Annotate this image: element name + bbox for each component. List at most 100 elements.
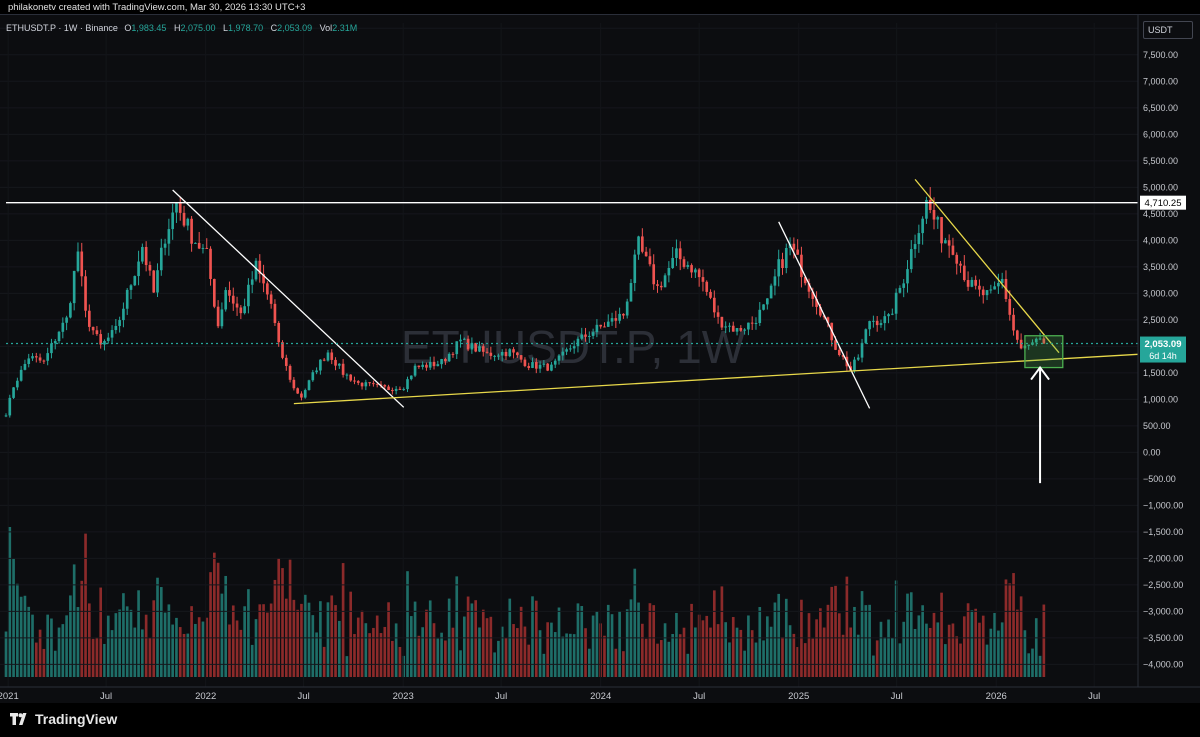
candle-body [576,338,580,347]
volume-bar [531,596,534,677]
candle-body [478,346,481,352]
candle-body [777,259,781,277]
candle-body [197,242,201,249]
volume-bar [224,575,228,677]
volume-bar [368,633,371,677]
volume-bar [53,650,57,677]
volume-bar [644,638,648,677]
currency-selector[interactable]: USDT [1143,21,1193,39]
white-trendline [172,189,405,408]
candle-body [106,337,110,341]
yellow-trendline [914,178,1060,354]
volume-bar [807,613,811,677]
candle-body [837,349,841,355]
candle-body [133,276,137,286]
candle-body [747,322,750,330]
candle-body [300,393,303,398]
volume-bar [538,630,542,677]
volume-bar [747,615,750,677]
volume-bar [947,624,951,677]
volume-bar [167,604,171,677]
candle-body [451,353,455,355]
candle-body [432,361,436,367]
candle-body [595,324,599,333]
candle-body [557,355,561,361]
candle-body [659,285,663,288]
volume-bar [917,615,921,677]
price-tick-label: 4,000.00 [1143,235,1178,245]
volume-bar [811,638,815,677]
candlestick-chart[interactable]: ETHUSDT.P, 1W 8,000.007,500.007,000.006,… [0,15,1200,704]
candle-body [610,318,614,322]
volume-bar [709,627,712,677]
candle-body [110,330,114,338]
price-tick-label: 2,500.00 [1143,315,1178,325]
candle-body [493,355,496,357]
volume-bar [777,593,781,677]
candle-body [1027,344,1031,346]
volume-bar [364,623,368,677]
arrow-head [1030,365,1050,381]
candle-body [819,306,822,316]
candle-body [970,279,974,287]
volume-bar [425,609,428,677]
candle-body [769,285,773,299]
candle-body [175,203,178,213]
volume-bar [250,644,254,677]
candle-body [16,380,19,388]
volume-bar [159,587,163,677]
volume-bar [1042,604,1046,677]
candle-body [735,328,739,332]
candle-body [800,254,803,278]
candle-body [413,365,417,376]
candle-body [322,359,326,361]
volume-bar [1012,573,1015,677]
volume-bar [300,603,303,677]
candle-body [686,265,690,267]
candle-body [459,339,462,342]
tradingview-logo[interactable]: TradingView [10,711,117,727]
volume-bar [57,627,61,677]
candle-body [724,326,728,328]
candles [4,187,1046,418]
candle-body [34,356,38,358]
volume-bar [353,634,356,677]
time-tick-label: Jul [495,691,507,702]
candle-body [330,352,334,360]
candle-body [978,285,981,290]
volume-bar [322,646,326,677]
volume-bar [216,562,220,677]
volume-bar [694,627,697,677]
volume-bar [951,623,955,677]
volume-bar [4,631,8,677]
candle-body [84,276,87,311]
candle-body [277,322,281,343]
candle-body [663,275,667,288]
volume-bar [769,626,773,677]
symbol-legend[interactable]: ETHUSDT.P · 1W · Binance O1,983.45 H2,07… [6,23,362,33]
legend-close: 2,053.09 [277,23,313,33]
volume-bar [1004,579,1008,677]
volume-bar [989,628,993,677]
volume-bar [319,601,322,677]
candle-body [652,264,656,285]
chart-area[interactable]: ETHUSDT.P, 1W 8,000.007,500.007,000.006,… [0,14,1200,704]
candle-body [99,334,103,345]
volume-bar [762,640,765,677]
candle-body [1034,338,1038,343]
volume-bar [1000,622,1004,677]
volume-bar [99,587,103,677]
candle-body [712,297,716,313]
price-tick-label: −1,500.00 [1143,527,1183,537]
volume-bar [928,627,932,677]
volume-bar [773,602,777,677]
candle-body [315,370,318,373]
candle-body [644,251,648,257]
price-tick-label: 7,000.00 [1143,76,1178,86]
volume-bar [523,626,527,677]
volume-bar [652,605,656,677]
candle-body [178,203,182,213]
candle-body [523,359,527,367]
price-tick-label: 0.00 [1143,447,1161,457]
candle-body [932,209,936,220]
